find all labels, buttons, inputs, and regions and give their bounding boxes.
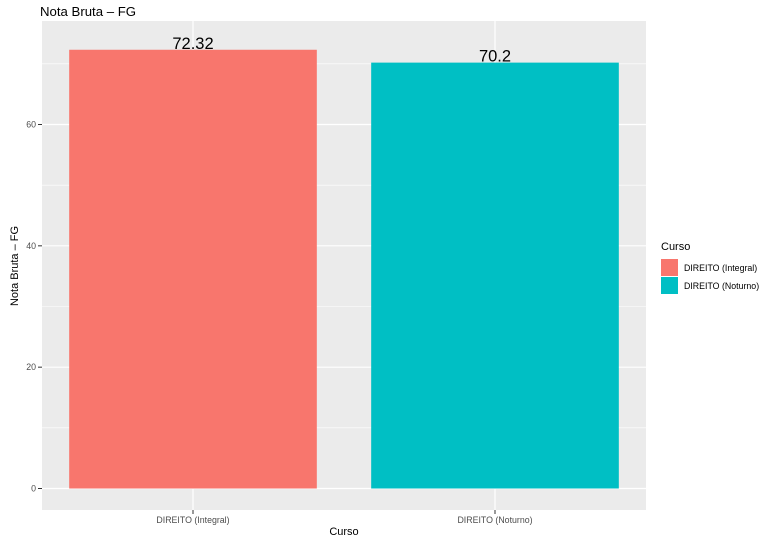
- x-axis-title: Curso: [329, 526, 358, 537]
- legend-label: DIREITO (Noturno): [684, 281, 759, 291]
- bar-value-label: 70.2: [479, 48, 511, 66]
- legend-items: DIREITO (Integral) DIREITO (Noturno): [661, 259, 759, 294]
- x-tick-label: DIREITO (Noturno): [457, 515, 532, 525]
- y-tick-label: 0: [31, 484, 36, 494]
- y-tick-label: 60: [26, 120, 36, 130]
- bars: 72.32 70.2: [69, 35, 619, 489]
- legend-swatch: [661, 277, 678, 294]
- legend-title: Curso: [661, 241, 690, 253]
- legend-swatch: [661, 259, 678, 276]
- bar: [371, 62, 619, 489]
- y-tick-label: 40: [26, 241, 36, 251]
- chart-title: Nota Bruta – FG: [40, 4, 136, 19]
- y-axis-title: Nota Bruta – FG: [9, 226, 21, 306]
- legend-label: DIREITO (Integral): [684, 263, 757, 273]
- legend: Curso DIREITO (Integral) DIREITO (Noturno…: [661, 241, 759, 294]
- bar: [69, 49, 317, 489]
- x-tick-label: DIREITO (Integral): [156, 515, 229, 525]
- y-tick-label: 20: [26, 362, 36, 372]
- bar-value-label: 72.32: [172, 35, 213, 53]
- axes: 0 20 40 60 DIREITO (Integral) DIREITO (Noturn…: [26, 120, 532, 526]
